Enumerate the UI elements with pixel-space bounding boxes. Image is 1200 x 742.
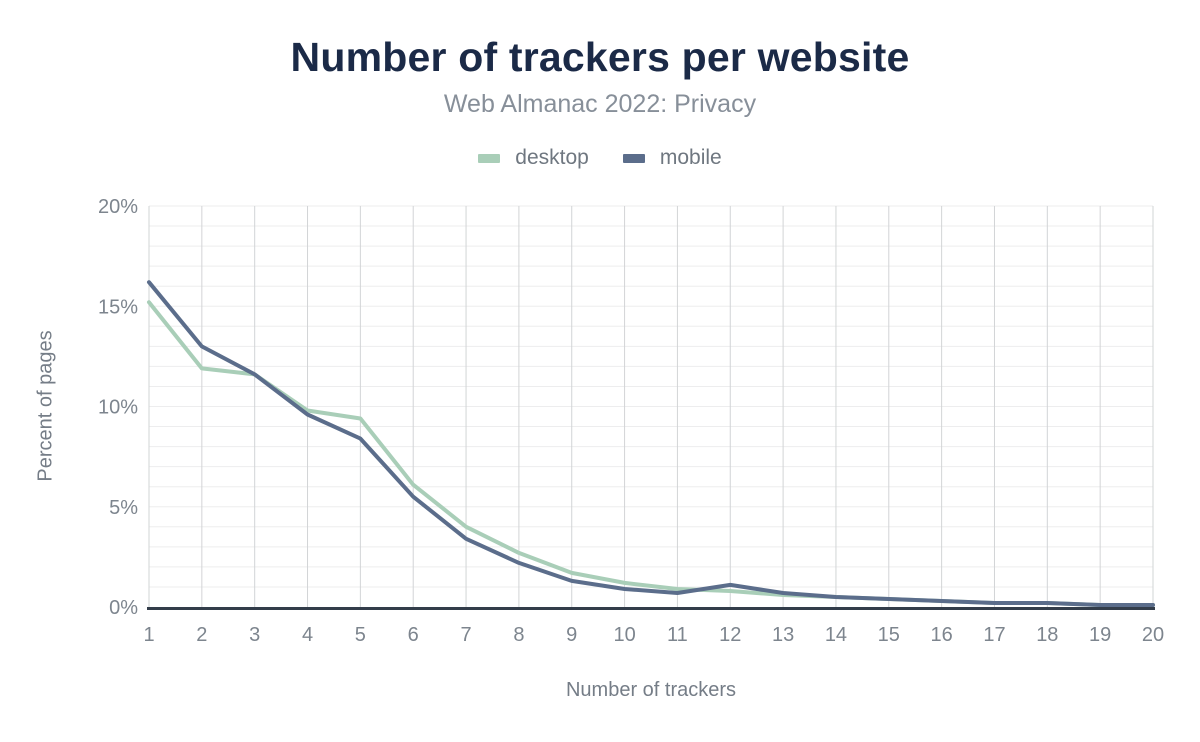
x-tick-label: 13 — [772, 624, 794, 646]
x-axis-title: Number of trackers — [565, 679, 737, 701]
x-tick-label: 14 — [825, 624, 847, 646]
legend-label-desktop: desktop — [515, 146, 589, 169]
chart-subtitle: Web Almanac 2022: Privacy — [443, 90, 757, 118]
legend-label-mobile: mobile — [659, 146, 722, 169]
y-tick-label: 20% — [98, 196, 138, 218]
x-tick-label: 16 — [931, 624, 953, 646]
x-tick-label: 18 — [1036, 624, 1058, 646]
y-tick-label: 5% — [109, 497, 138, 519]
x-tick-label: 6 — [408, 624, 419, 646]
x-tick-label: 15 — [878, 624, 900, 646]
x-tick-label: 10 — [613, 624, 635, 646]
x-tick-label: 7 — [460, 624, 471, 646]
x-tick-label: 19 — [1089, 624, 1111, 646]
legend-item-mobile: mobile — [622, 146, 722, 170]
series-line-desktop — [147, 300, 1155, 607]
x-tick-label: 5 — [355, 624, 366, 646]
x-tick-label: 4 — [302, 624, 313, 646]
y-tick-label: 0% — [109, 597, 138, 619]
x-tick-label: 20 — [1142, 624, 1164, 646]
desktop-swatch-icon — [478, 153, 501, 163]
legend: desktop mobile — [0, 146, 1200, 170]
x-tick-label: 8 — [513, 624, 524, 646]
x-tick-label: 9 — [566, 624, 577, 646]
legend-item-desktop: desktop — [478, 146, 589, 170]
x-tick-label: 2 — [196, 624, 207, 646]
y-tick-label: 10% — [98, 397, 138, 419]
series-line-mobile — [147, 280, 1155, 607]
x-tick-label: 17 — [983, 624, 1005, 646]
mobile-swatch-icon — [622, 153, 645, 163]
x-tick-label: 1 — [143, 624, 154, 646]
x-tick-label: 11 — [667, 624, 688, 646]
y-tick-label: 15% — [98, 296, 138, 318]
x-tick-label: 3 — [249, 624, 260, 646]
x-tick-label: 12 — [719, 624, 741, 646]
chart-title: Number of trackers per website — [290, 34, 910, 80]
